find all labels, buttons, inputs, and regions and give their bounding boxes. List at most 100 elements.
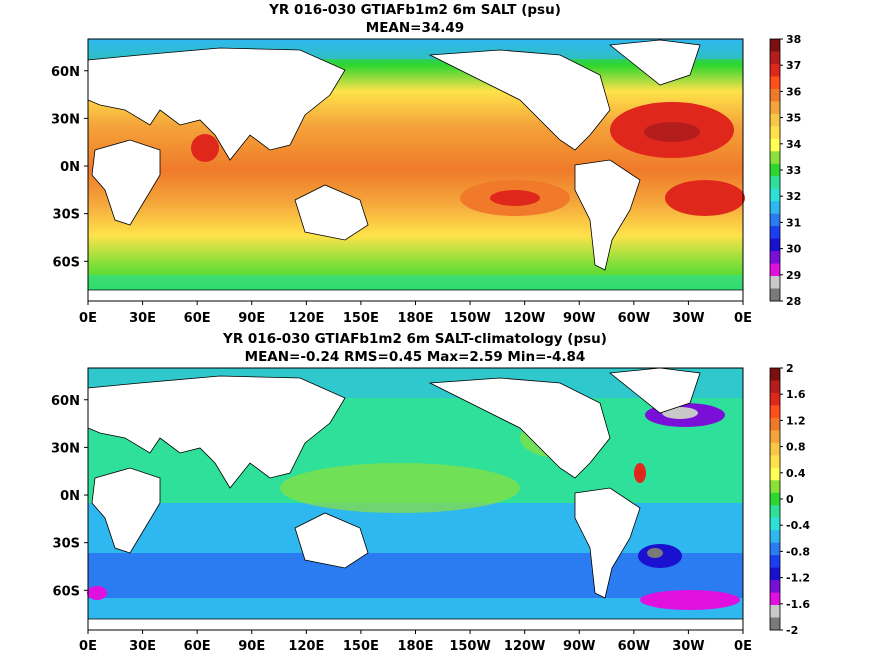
y-tick-label: 30N: [51, 441, 80, 456]
top-chart-title: YR 016-030 GTIAFb1m2 6m SALT (psu): [269, 2, 561, 18]
colorbar-label: 31: [786, 216, 801, 229]
colorbar-segment: [770, 430, 780, 444]
x-axis-ticks: 0E 30E 60E 90E 120E 150E 180E 150W 120W 90W 60W 30W…: [79, 630, 752, 654]
x-tick-label: 90W: [563, 311, 595, 326]
colorbar-segment: [770, 480, 780, 494]
colorbar-label: 33: [786, 164, 801, 177]
x-tick-label: 60W: [618, 639, 650, 654]
colorbar-segment: [770, 368, 780, 381]
x-tick-label: 150E: [343, 311, 379, 326]
x-tick-label: 0E: [734, 311, 752, 326]
x-tick-label: 60W: [618, 311, 650, 326]
colorbar-segment: [770, 567, 780, 581]
colorbar-segment: [770, 238, 780, 252]
antarctica: [87, 289, 744, 302]
colorbar-label: 32: [786, 190, 801, 203]
colorbar-segment: [770, 76, 780, 90]
y-tick-label: 30S: [53, 208, 80, 223]
colorbar-segment: [770, 405, 780, 419]
map-area: [87, 38, 745, 302]
colorbar-segment: [770, 417, 780, 431]
bottom-chart-subtitle: MEAN=-0.24 RMS=0.45 Max=2.59 Min=-4.84: [244, 349, 586, 365]
antarctica: [87, 618, 744, 631]
colorbar-segment: [770, 176, 780, 190]
colorbar-label: -1.2: [786, 572, 810, 585]
australia: [294, 184, 369, 241]
colorbar-segment: [770, 201, 780, 215]
y-axis-ticks: 60N 30N 0N 30S 60S: [51, 65, 88, 270]
colorbar-segment: [770, 51, 780, 65]
colorbar-segment: [770, 213, 780, 227]
colorbar-segment: [770, 492, 780, 506]
colorbar-segment: [770, 263, 780, 277]
colorbar-label: 1.2: [786, 414, 806, 427]
x-tick-label: 90W: [563, 639, 595, 654]
colorbar-label: 30: [786, 243, 802, 256]
colorbar-segment: [770, 288, 780, 302]
x-tick-label: 90E: [238, 311, 265, 326]
x-tick-label: 30W: [672, 311, 704, 326]
x-tick-label: 120W: [504, 639, 545, 654]
colorbar-segment: [770, 542, 780, 556]
eurasia: [87, 47, 346, 161]
colorbar-segment: [770, 455, 780, 469]
colorbar-label: 2: [786, 362, 794, 375]
colorbar: 2 1.6 1.2 0.8 0.4 0 -0.4 -0.8 -1.2 -1.6 -2: [769, 362, 810, 637]
colorbar-label: 35: [786, 112, 801, 125]
africa: [91, 467, 161, 554]
x-tick-label: 30E: [129, 311, 156, 326]
colorbar-segment: [770, 605, 780, 619]
x-tick-label: 60E: [184, 639, 211, 654]
x-tick-label: 180E: [397, 311, 433, 326]
south-atlantic-salinity-max: [665, 180, 745, 216]
colorbar-segment: [770, 276, 780, 290]
bottom-anomaly-map: 0E 30E 60E 90E 120E 150E 180E 150W 120W 90W 60W 30W…: [51, 362, 810, 654]
colorbar-segment: [770, 505, 780, 519]
y-tick-label: 60S: [53, 255, 80, 270]
colorbar: 38 37 36 35 34 33 32 31 30 29 28: [769, 33, 802, 308]
colorbar-segment: [770, 442, 780, 456]
colorbar-segment: [770, 251, 780, 265]
x-tick-label: 0E: [734, 639, 752, 654]
south-america: [574, 487, 641, 599]
x-tick-label: 60E: [184, 311, 211, 326]
colorbar-label: 0: [786, 493, 794, 506]
colorbar-label: -1.6: [786, 598, 810, 611]
colorbar-segment: [770, 151, 780, 165]
y-tick-label: 0N: [60, 160, 80, 175]
colorbar-label: 34: [786, 138, 802, 151]
eurasia: [87, 375, 346, 489]
top-salinity-map: 0E 30E 60E 90E 120E 150E 180E 150W 120W 90W 60W 30W…: [51, 33, 802, 326]
africa: [91, 139, 161, 226]
x-tick-label: 120E: [288, 311, 324, 326]
gulf-stream-anomaly: [634, 463, 646, 483]
colorbar-segment: [770, 101, 780, 115]
colorbar-segment: [770, 467, 780, 481]
colorbar-segment: [770, 226, 780, 240]
land-masses: [87, 39, 744, 302]
y-tick-label: 30S: [53, 537, 80, 552]
south-america: [574, 159, 641, 271]
australia: [294, 512, 369, 569]
y-tick-label: 60N: [51, 65, 80, 80]
colorbar-label: 38: [786, 33, 801, 46]
bottom-chart-title: YR 016-030 GTIAFb1m2 6m SALT-climatology…: [223, 331, 607, 347]
x-tick-label: 0E: [79, 311, 97, 326]
x-tick-label: 150W: [449, 311, 490, 326]
colorbar-label: 36: [786, 85, 802, 98]
y-tick-label: 0N: [60, 489, 80, 504]
colorbar-label: 37: [786, 59, 801, 72]
colorbar-segment: [770, 163, 780, 177]
colorbar-label: 1.6: [786, 388, 806, 401]
colorbar-label: 0.4: [786, 467, 806, 480]
southern-ocean-anomaly: [640, 590, 740, 610]
colorbar-segment: [770, 113, 780, 127]
arabian-sea-max: [191, 134, 219, 162]
x-tick-label: 120W: [504, 311, 545, 326]
colorbar-label: 28: [786, 295, 801, 308]
colorbar-segment: [770, 126, 780, 140]
colorbar-segment: [770, 380, 780, 394]
y-tick-label: 30N: [51, 112, 80, 127]
colorbar-segment: [770, 592, 780, 606]
colorbar-label: 29: [786, 269, 801, 282]
